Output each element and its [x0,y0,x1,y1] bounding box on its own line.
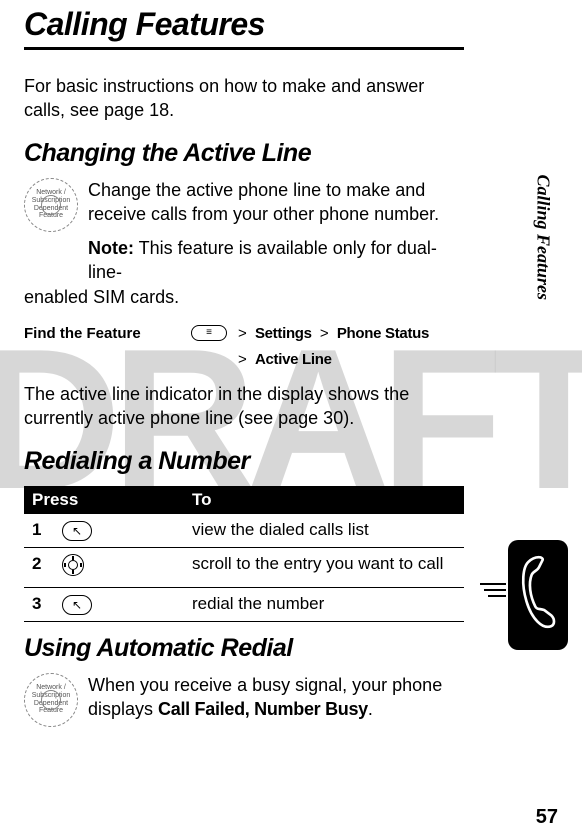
table-row: 3 ↖ redial the number [24,587,464,621]
col-to: To [184,486,464,514]
redial-steps-table: Press To 1 ↖ view the dialed calls list 2 sc… [24,486,464,622]
ui-call-failed: Call Failed, Number Busy [158,699,368,719]
gt2: > [320,325,329,342]
note-label: Note: [88,238,134,258]
path-settings: Settings [255,325,312,342]
section3-text: When you receive a busy signal, your pho… [88,673,464,722]
step-number: 2 [24,547,54,587]
send-key-icon: ↖ [62,595,92,615]
intro-text: For basic instructions on how to make an… [24,74,464,123]
table-row: 1 ↖ view the dialed calls list [24,514,464,548]
nav-key-icon [62,554,84,576]
step-description: view the dialed calls list [184,514,464,548]
section-redialing: Redialing a Number [24,447,464,476]
section3-after: . [368,699,373,719]
step-description: redial the number [184,587,464,621]
gt3: > [238,351,247,368]
step-description: scroll to the entry you want to call [184,547,464,587]
section1-note: Note: This feature is available only for… [88,236,464,285]
step-number: 3 [24,587,54,621]
side-decoration-lines [478,578,508,613]
table-row: 2 scroll to the entry you want to call [24,547,464,587]
phone-icon-box [508,540,568,650]
find-feature-label: Find the Feature [24,325,184,345]
path-phone-status: Phone Status [337,325,429,342]
page-title: Calling Features [24,6,464,43]
title-rule [24,47,464,50]
network-feature-badge-icon: Network / Subscription Dependent Feature [24,178,78,232]
section1-para1: Change the active phone line to make and… [88,178,464,227]
section-auto-redial: Using Automatic Redial [24,634,464,663]
menu-softkey-icon [184,325,234,345]
path-active-line: Active Line [255,351,332,368]
section1-after: The active line indicator in the display… [24,382,464,431]
network-feature-badge-icon: Network / Subscription Dependent Feature [24,673,78,727]
side-running-head: Calling Features [533,174,554,300]
section1-note-wrap: enabled SIM cards. [24,285,464,309]
note-continuation: This feature is available only for dual-… [88,238,437,282]
step-key [54,547,184,587]
page-number: 57 [536,806,558,829]
section-changing-active-line: Changing the Active Line [24,139,464,168]
step-key: ↖ [54,587,184,621]
step-key: ↖ [54,514,184,548]
send-key-icon: ↖ [62,521,92,541]
gt1: > [238,325,247,342]
menu-path-line2: > Active Line [234,351,464,368]
menu-path-line1: > Settings > Phone Status [234,325,464,345]
col-press: Press [24,486,184,514]
step-number: 1 [24,514,54,548]
